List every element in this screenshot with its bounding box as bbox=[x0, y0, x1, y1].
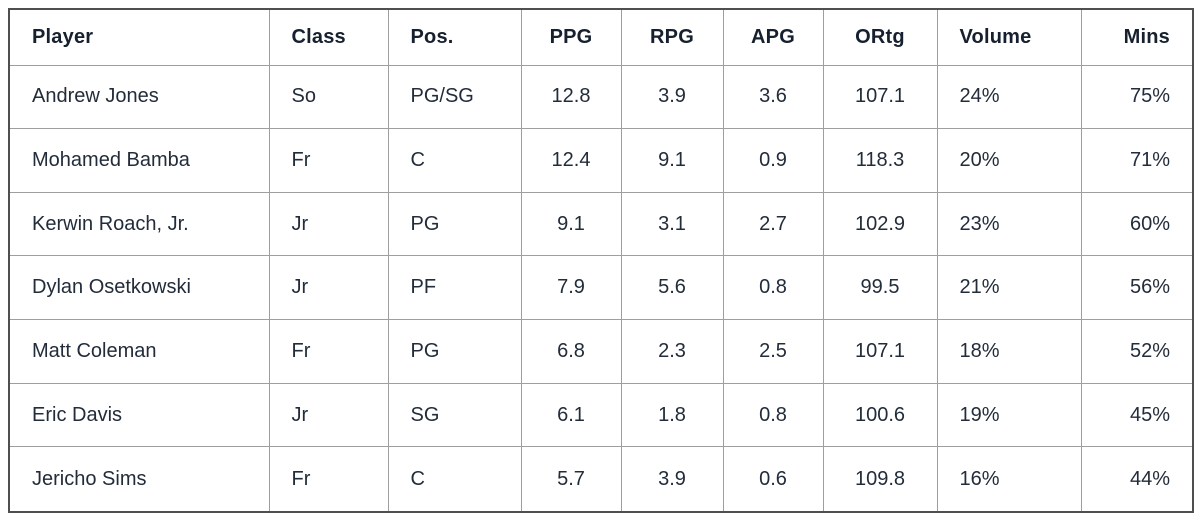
cell-player: Kerwin Roach, Jr. bbox=[8, 191, 270, 257]
cell-ortg: 99.5 bbox=[822, 255, 938, 321]
cell-player: Andrew Jones bbox=[8, 64, 270, 130]
cell-player: Matt Coleman bbox=[8, 319, 270, 384]
cell-ppg: 12.4 bbox=[520, 128, 622, 193]
cell-pos: PG bbox=[387, 319, 522, 384]
table-frame: Player Class Pos. PPG RPG APG ORtg Volum… bbox=[8, 8, 1194, 513]
cell-apg: 2.7 bbox=[722, 191, 824, 257]
cell-pos: PG bbox=[387, 191, 522, 257]
cell-rpg: 9.1 bbox=[620, 128, 724, 193]
cell-pos: C bbox=[387, 128, 522, 193]
cell-mins: 45% bbox=[1080, 382, 1194, 448]
cell-pos: C bbox=[387, 446, 522, 513]
cell-class: Fr bbox=[268, 319, 389, 384]
cell-class: Jr bbox=[268, 382, 389, 448]
column-header-ortg: ORtg bbox=[822, 8, 938, 66]
table-row: Kerwin Roach, Jr. Jr PG 9.1 3.1 2.7 102.… bbox=[8, 191, 1194, 257]
cell-ortg: 118.3 bbox=[822, 128, 938, 193]
column-header-class: Class bbox=[268, 8, 389, 66]
cell-class: Fr bbox=[268, 128, 389, 193]
cell-mins: 75% bbox=[1080, 64, 1194, 130]
player-stats-table: Player Class Pos. PPG RPG APG ORtg Volum… bbox=[8, 8, 1194, 513]
cell-class: Jr bbox=[268, 255, 389, 321]
table-header-row: Player Class Pos. PPG RPG APG ORtg Volum… bbox=[8, 8, 1194, 66]
cell-rpg: 5.6 bbox=[620, 255, 724, 321]
table-row: Mohamed Bamba Fr C 12.4 9.1 0.9 118.3 20… bbox=[8, 128, 1194, 193]
table-row: Jericho Sims Fr C 5.7 3.9 0.6 109.8 16% … bbox=[8, 446, 1194, 513]
cell-apg: 0.8 bbox=[722, 255, 824, 321]
cell-pos: PG/SG bbox=[387, 64, 522, 130]
cell-ppg: 5.7 bbox=[520, 446, 622, 513]
column-header-pos: Pos. bbox=[387, 8, 522, 66]
cell-pos: PF bbox=[387, 255, 522, 321]
cell-player: Jericho Sims bbox=[8, 446, 270, 513]
cell-class: Jr bbox=[268, 191, 389, 257]
cell-mins: 71% bbox=[1080, 128, 1194, 193]
cell-apg: 3.6 bbox=[722, 64, 824, 130]
column-header-ppg: PPG bbox=[520, 8, 622, 66]
cell-volume: 20% bbox=[936, 128, 1082, 193]
cell-apg: 0.9 bbox=[722, 128, 824, 193]
cell-player: Mohamed Bamba bbox=[8, 128, 270, 193]
cell-ortg: 107.1 bbox=[822, 64, 938, 130]
cell-ortg: 102.9 bbox=[822, 191, 938, 257]
column-header-volume: Volume bbox=[936, 8, 1082, 66]
cell-rpg: 3.9 bbox=[620, 64, 724, 130]
cell-volume: 24% bbox=[936, 64, 1082, 130]
cell-player: Eric Davis bbox=[8, 382, 270, 448]
column-header-player: Player bbox=[8, 8, 270, 66]
cell-rpg: 3.1 bbox=[620, 191, 724, 257]
cell-apg: 0.8 bbox=[722, 382, 824, 448]
cell-mins: 44% bbox=[1080, 446, 1194, 513]
cell-mins: 56% bbox=[1080, 255, 1194, 321]
cell-mins: 52% bbox=[1080, 319, 1194, 384]
cell-rpg: 3.9 bbox=[620, 446, 724, 513]
cell-mins: 60% bbox=[1080, 191, 1194, 257]
cell-volume: 21% bbox=[936, 255, 1082, 321]
cell-pos: SG bbox=[387, 382, 522, 448]
cell-volume: 19% bbox=[936, 382, 1082, 448]
cell-rpg: 2.3 bbox=[620, 319, 724, 384]
cell-ortg: 107.1 bbox=[822, 319, 938, 384]
cell-volume: 23% bbox=[936, 191, 1082, 257]
cell-ppg: 6.1 bbox=[520, 382, 622, 448]
cell-ppg: 7.9 bbox=[520, 255, 622, 321]
cell-player: Dylan Osetkowski bbox=[8, 255, 270, 321]
table-row: Andrew Jones So PG/SG 12.8 3.9 3.6 107.1… bbox=[8, 64, 1194, 130]
cell-rpg: 1.8 bbox=[620, 382, 724, 448]
column-header-mins: Mins bbox=[1080, 8, 1194, 66]
cell-ortg: 109.8 bbox=[822, 446, 938, 513]
table-row: Eric Davis Jr SG 6.1 1.8 0.8 100.6 19% 4… bbox=[8, 382, 1194, 448]
cell-ortg: 100.6 bbox=[822, 382, 938, 448]
cell-volume: 18% bbox=[936, 319, 1082, 384]
cell-apg: 0.6 bbox=[722, 446, 824, 513]
cell-ppg: 12.8 bbox=[520, 64, 622, 130]
column-header-apg: APG bbox=[722, 8, 824, 66]
table-row: Dylan Osetkowski Jr PF 7.9 5.6 0.8 99.5 … bbox=[8, 255, 1194, 321]
cell-apg: 2.5 bbox=[722, 319, 824, 384]
cell-class: So bbox=[268, 64, 389, 130]
cell-volume: 16% bbox=[936, 446, 1082, 513]
cell-ppg: 9.1 bbox=[520, 191, 622, 257]
column-header-rpg: RPG bbox=[620, 8, 724, 66]
cell-class: Fr bbox=[268, 446, 389, 513]
cell-ppg: 6.8 bbox=[520, 319, 622, 384]
table-row: Matt Coleman Fr PG 6.8 2.3 2.5 107.1 18%… bbox=[8, 319, 1194, 384]
